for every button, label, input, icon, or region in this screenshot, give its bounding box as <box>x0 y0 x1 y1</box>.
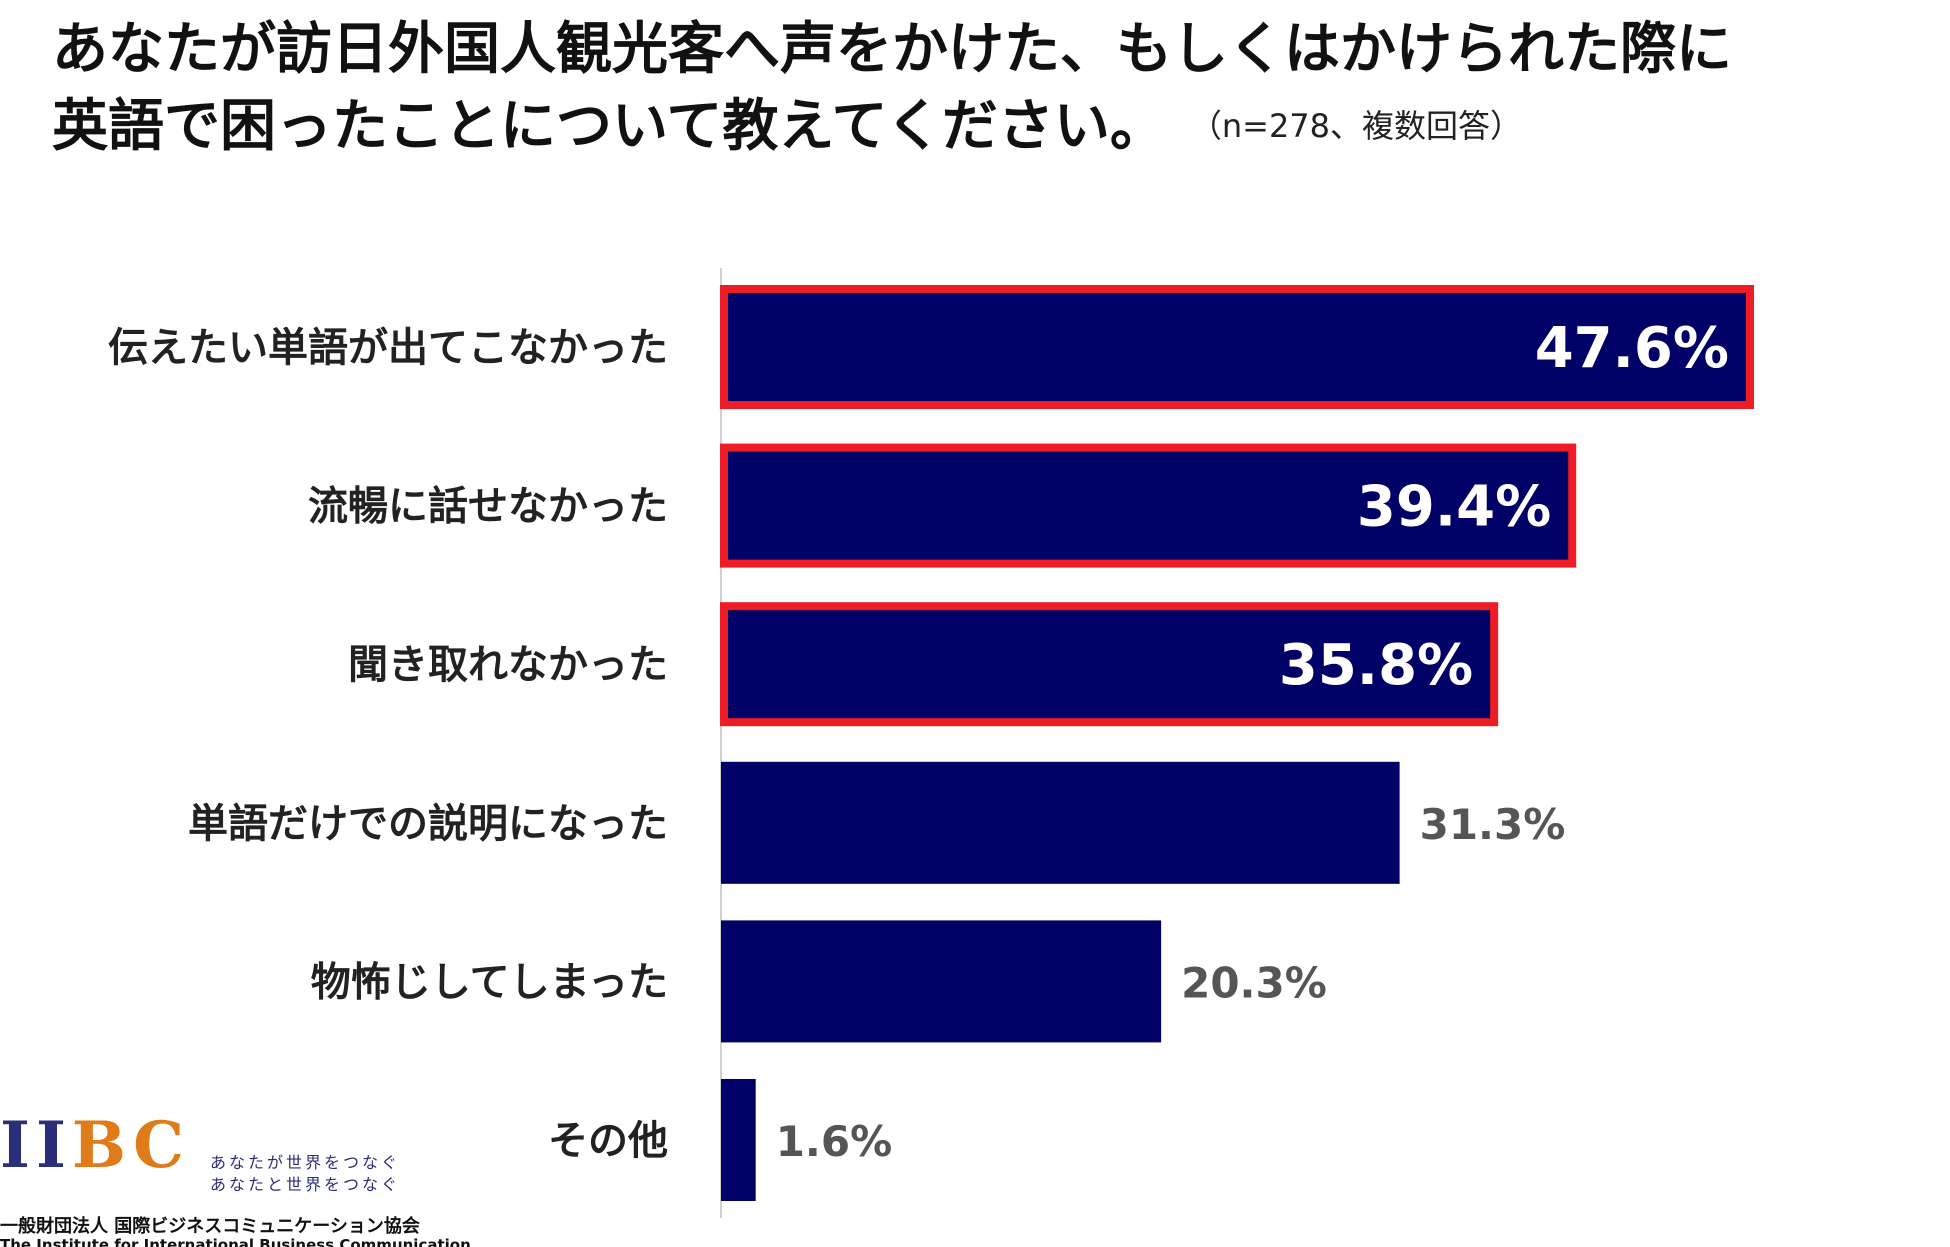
chart-title-line-2: 英語で困ったことについて教えてください。 （n=278、複数回答） <box>52 92 1522 161</box>
bar <box>721 920 1162 1043</box>
chart-title-line-1: あなたが訪日外国人観光客へ声をかけた、もしくはかけられた際に <box>52 17 1732 82</box>
category-label: 流暢に話せなかった <box>308 484 668 530</box>
category-label: 聞き取れなかった <box>348 642 668 688</box>
data-label: 20.3% <box>1181 958 1327 1007</box>
logo-org-name-en: The Institute for International Business… <box>0 1236 471 1247</box>
logo-mark-bc: BC <box>71 1108 191 1183</box>
chart-subtitle: （n=278、複数回答） <box>1205 107 1523 145</box>
logo-tagline-2: あなたと世界をつなぐ <box>210 1175 401 1194</box>
bar-highlighted <box>720 443 1577 568</box>
category-label: 伝えたい単語が出てこなかった <box>108 325 668 371</box>
bar <box>721 761 1400 884</box>
logo-mark: IIBC <box>0 1114 190 1178</box>
data-label: 1.6% <box>776 1117 892 1166</box>
chart-title-line-2-text: 英語で困ったことについて教えてください。 <box>52 94 1166 159</box>
category-label: 物怖じしてしまった <box>311 959 668 1005</box>
data-label: 31.3% <box>1420 800 1566 849</box>
logo-mark-ii: II <box>0 1108 72 1183</box>
category-label: その他 <box>548 1118 668 1164</box>
logo-tagline: あなたが世界をつなぐ あなたと世界をつなぐ <box>210 1152 400 1196</box>
category-label: 単語だけでの説明になった <box>188 801 668 847</box>
data-label: 47.6% <box>1535 316 1729 381</box>
bar-highlighted <box>720 285 1754 409</box>
data-label: 35.8% <box>1279 633 1473 698</box>
data-label: 39.4% <box>1357 475 1551 540</box>
logo-org-name-jp: 一般財団法人 国際ビジネスコミュニケーション協会 <box>0 1216 420 1237</box>
iibc-logo: IIBC あなたが世界をつなぐ あなたと世界をつなぐ 一般財団法人 国際ビジネス… <box>0 1108 471 1247</box>
logo-tagline-1: あなたが世界をつなぐ <box>210 1153 401 1172</box>
bar <box>721 1079 756 1201</box>
bar-highlighted <box>720 602 1499 727</box>
